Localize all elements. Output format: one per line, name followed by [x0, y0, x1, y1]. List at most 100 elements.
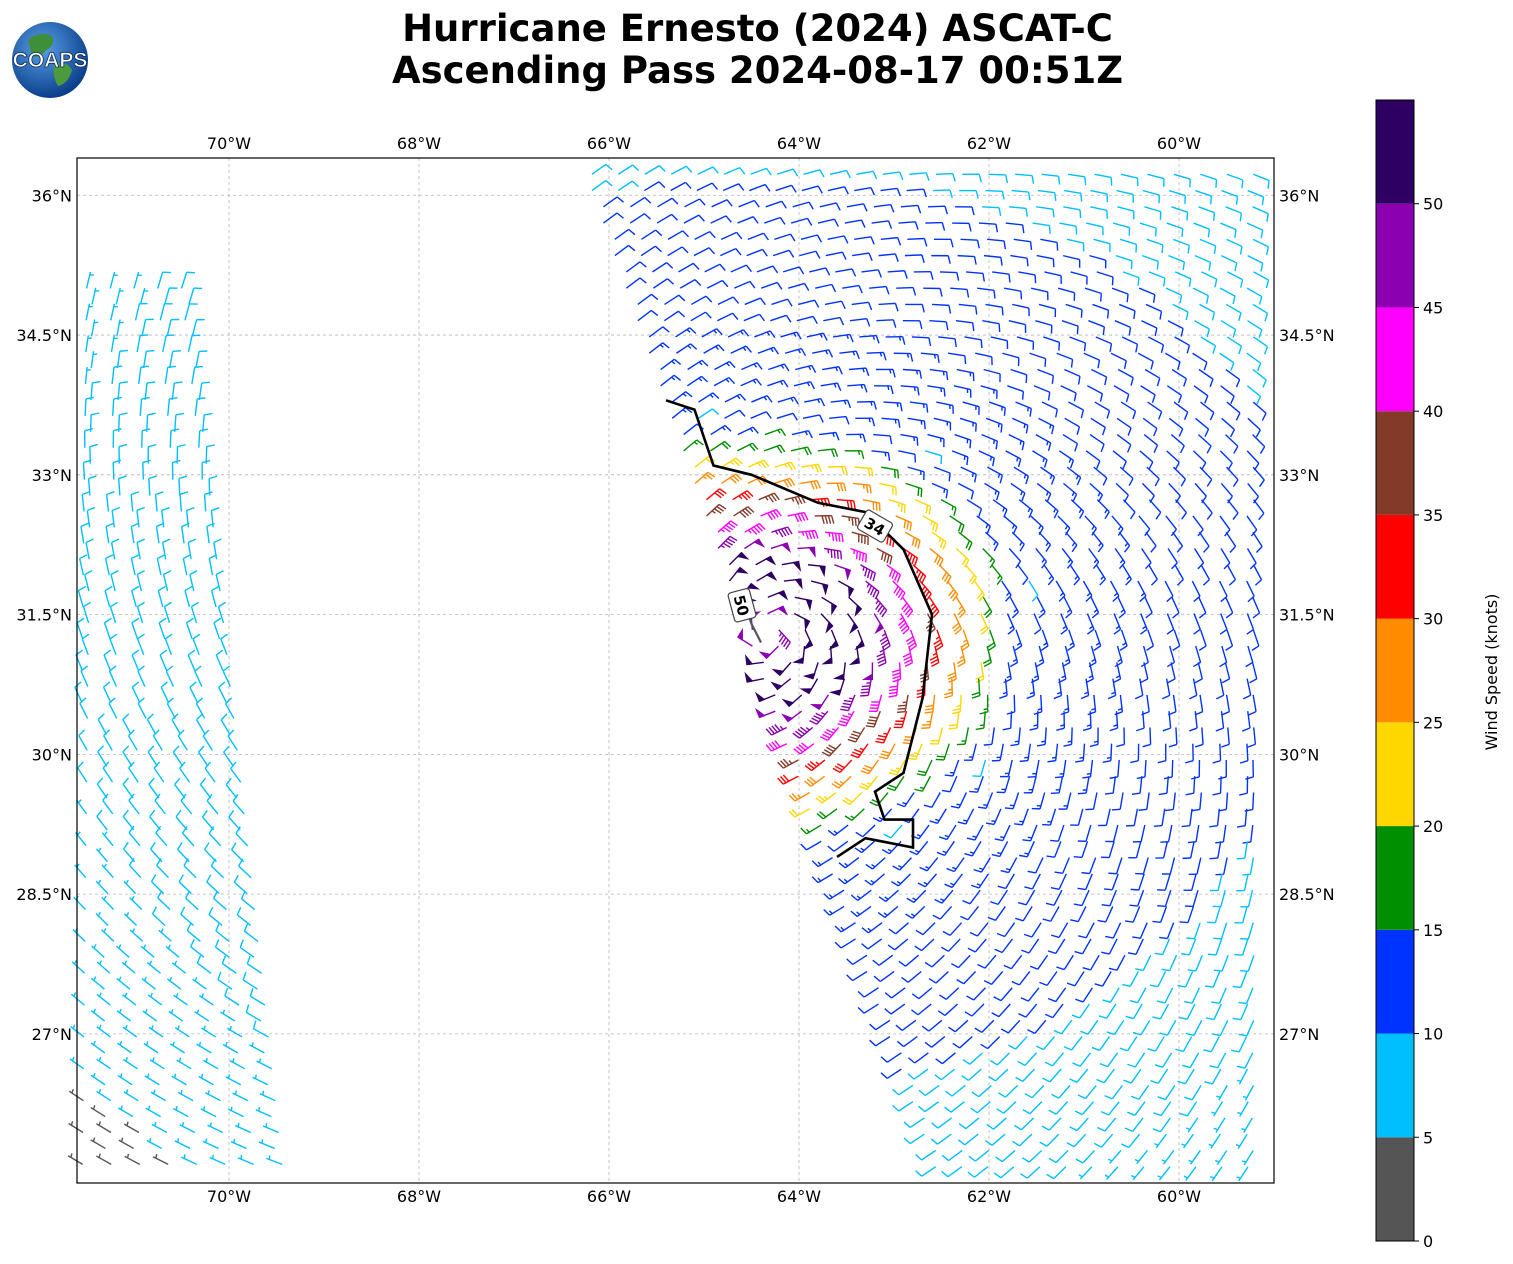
wind-barb	[201, 809, 215, 831]
wind-barb	[770, 678, 792, 691]
wind-barb	[1048, 1149, 1069, 1164]
wind-barb	[904, 254, 925, 263]
wind-barb	[252, 1020, 269, 1038]
wind-barb	[1215, 1150, 1228, 1165]
wind-barb	[945, 1084, 966, 1097]
wind-barb	[922, 515, 939, 533]
wind-barb	[850, 743, 869, 759]
wind-barb	[985, 189, 1005, 200]
wind-barb	[1040, 238, 1059, 251]
wind-barb	[1148, 336, 1165, 353]
wind-barb	[640, 245, 662, 257]
wind-barb	[190, 939, 205, 958]
wind-barb	[706, 503, 727, 517]
lat-tick-label-left: 30°N	[32, 745, 72, 764]
wind-barb	[847, 383, 868, 393]
wind-barb	[1148, 499, 1162, 520]
wind-barb	[115, 944, 130, 958]
wind-barb	[1042, 1068, 1062, 1083]
wind-barb	[1161, 1150, 1175, 1165]
wind-barb	[1044, 271, 1062, 284]
wind-barb	[108, 665, 118, 687]
wind-barb	[878, 302, 899, 312]
wind-barb	[68, 1088, 84, 1102]
wind-barb	[910, 1003, 932, 1016]
wind-barb	[955, 320, 975, 332]
wind-barb	[969, 776, 984, 793]
wind-barb	[90, 1072, 106, 1086]
wind-barb	[652, 262, 674, 273]
wind-barb	[1098, 1003, 1117, 1020]
wind-barb	[196, 955, 212, 974]
wind-barb	[1067, 629, 1076, 651]
wind-barb	[820, 613, 834, 634]
wind-barb	[146, 713, 157, 735]
wind-barb	[112, 459, 122, 480]
wind-barb	[932, 189, 953, 199]
wind-barb	[660, 358, 682, 371]
wind-barb	[215, 649, 224, 671]
wind-barb	[122, 1024, 138, 1038]
wind-barb	[850, 889, 872, 901]
wind-barb	[1114, 645, 1123, 668]
wind-barb	[208, 826, 222, 847]
wind-barb	[1246, 548, 1257, 570]
wind-barb	[1184, 889, 1199, 908]
wind-barb	[760, 508, 782, 521]
wind-barb	[1138, 515, 1151, 537]
wind-barb	[985, 531, 999, 552]
wind-barb	[220, 633, 228, 655]
wind-barb	[96, 1121, 112, 1134]
wind-barb	[744, 297, 766, 306]
wind-barb	[995, 1149, 1016, 1163]
wind-barb	[1212, 1019, 1229, 1037]
wind-barb	[1252, 206, 1269, 222]
wind-barb	[765, 724, 788, 736]
wind-barb	[765, 740, 788, 752]
wind-barb	[202, 729, 213, 751]
wind-barb	[776, 412, 798, 421]
wind-barb	[1241, 1117, 1253, 1133]
wind-barb	[117, 1073, 133, 1086]
wind-barb	[852, 252, 873, 261]
colorbar-bin	[1376, 1137, 1414, 1241]
wind-barb	[1199, 238, 1217, 255]
wind-barb	[730, 345, 752, 354]
wind-barb	[149, 1057, 165, 1070]
wind-barb	[1193, 645, 1202, 668]
wind-barb	[1252, 564, 1263, 586]
wind-barb	[838, 580, 855, 599]
wind-barb	[982, 320, 1001, 333]
wind-barb	[258, 1139, 276, 1150]
wind-barb	[1204, 1068, 1222, 1085]
wind-barb	[1230, 1036, 1248, 1053]
wind-barb	[754, 691, 776, 703]
wind-barb	[763, 444, 786, 454]
wind-barb	[1132, 922, 1148, 939]
wind-barb	[771, 298, 793, 307]
wind-barb	[935, 1052, 956, 1065]
wind-barb	[84, 367, 92, 385]
wind-barb	[104, 554, 114, 576]
wind-barb	[1179, 1003, 1196, 1020]
wind-barb	[210, 585, 220, 608]
wind-barb	[835, 268, 857, 277]
wind-barb	[210, 858, 225, 879]
wind-barb	[915, 1166, 937, 1177]
wind-barb	[1093, 629, 1102, 651]
wind-barb	[124, 1153, 141, 1165]
wind-barb	[1083, 352, 1101, 369]
wind-barb	[722, 183, 745, 192]
wind-barb	[1051, 1084, 1071, 1099]
wind-barb	[923, 287, 943, 297]
colorbar-bin	[1376, 1033, 1414, 1138]
wind-barb	[901, 596, 914, 618]
wind-barb	[129, 895, 143, 911]
wind-barb	[1247, 189, 1265, 206]
wind-barb	[1221, 694, 1231, 716]
wind-barb	[1174, 271, 1192, 287]
wind-barb	[865, 710, 881, 728]
wind-barb	[1226, 466, 1239, 487]
wind-barb	[1010, 727, 1021, 747]
